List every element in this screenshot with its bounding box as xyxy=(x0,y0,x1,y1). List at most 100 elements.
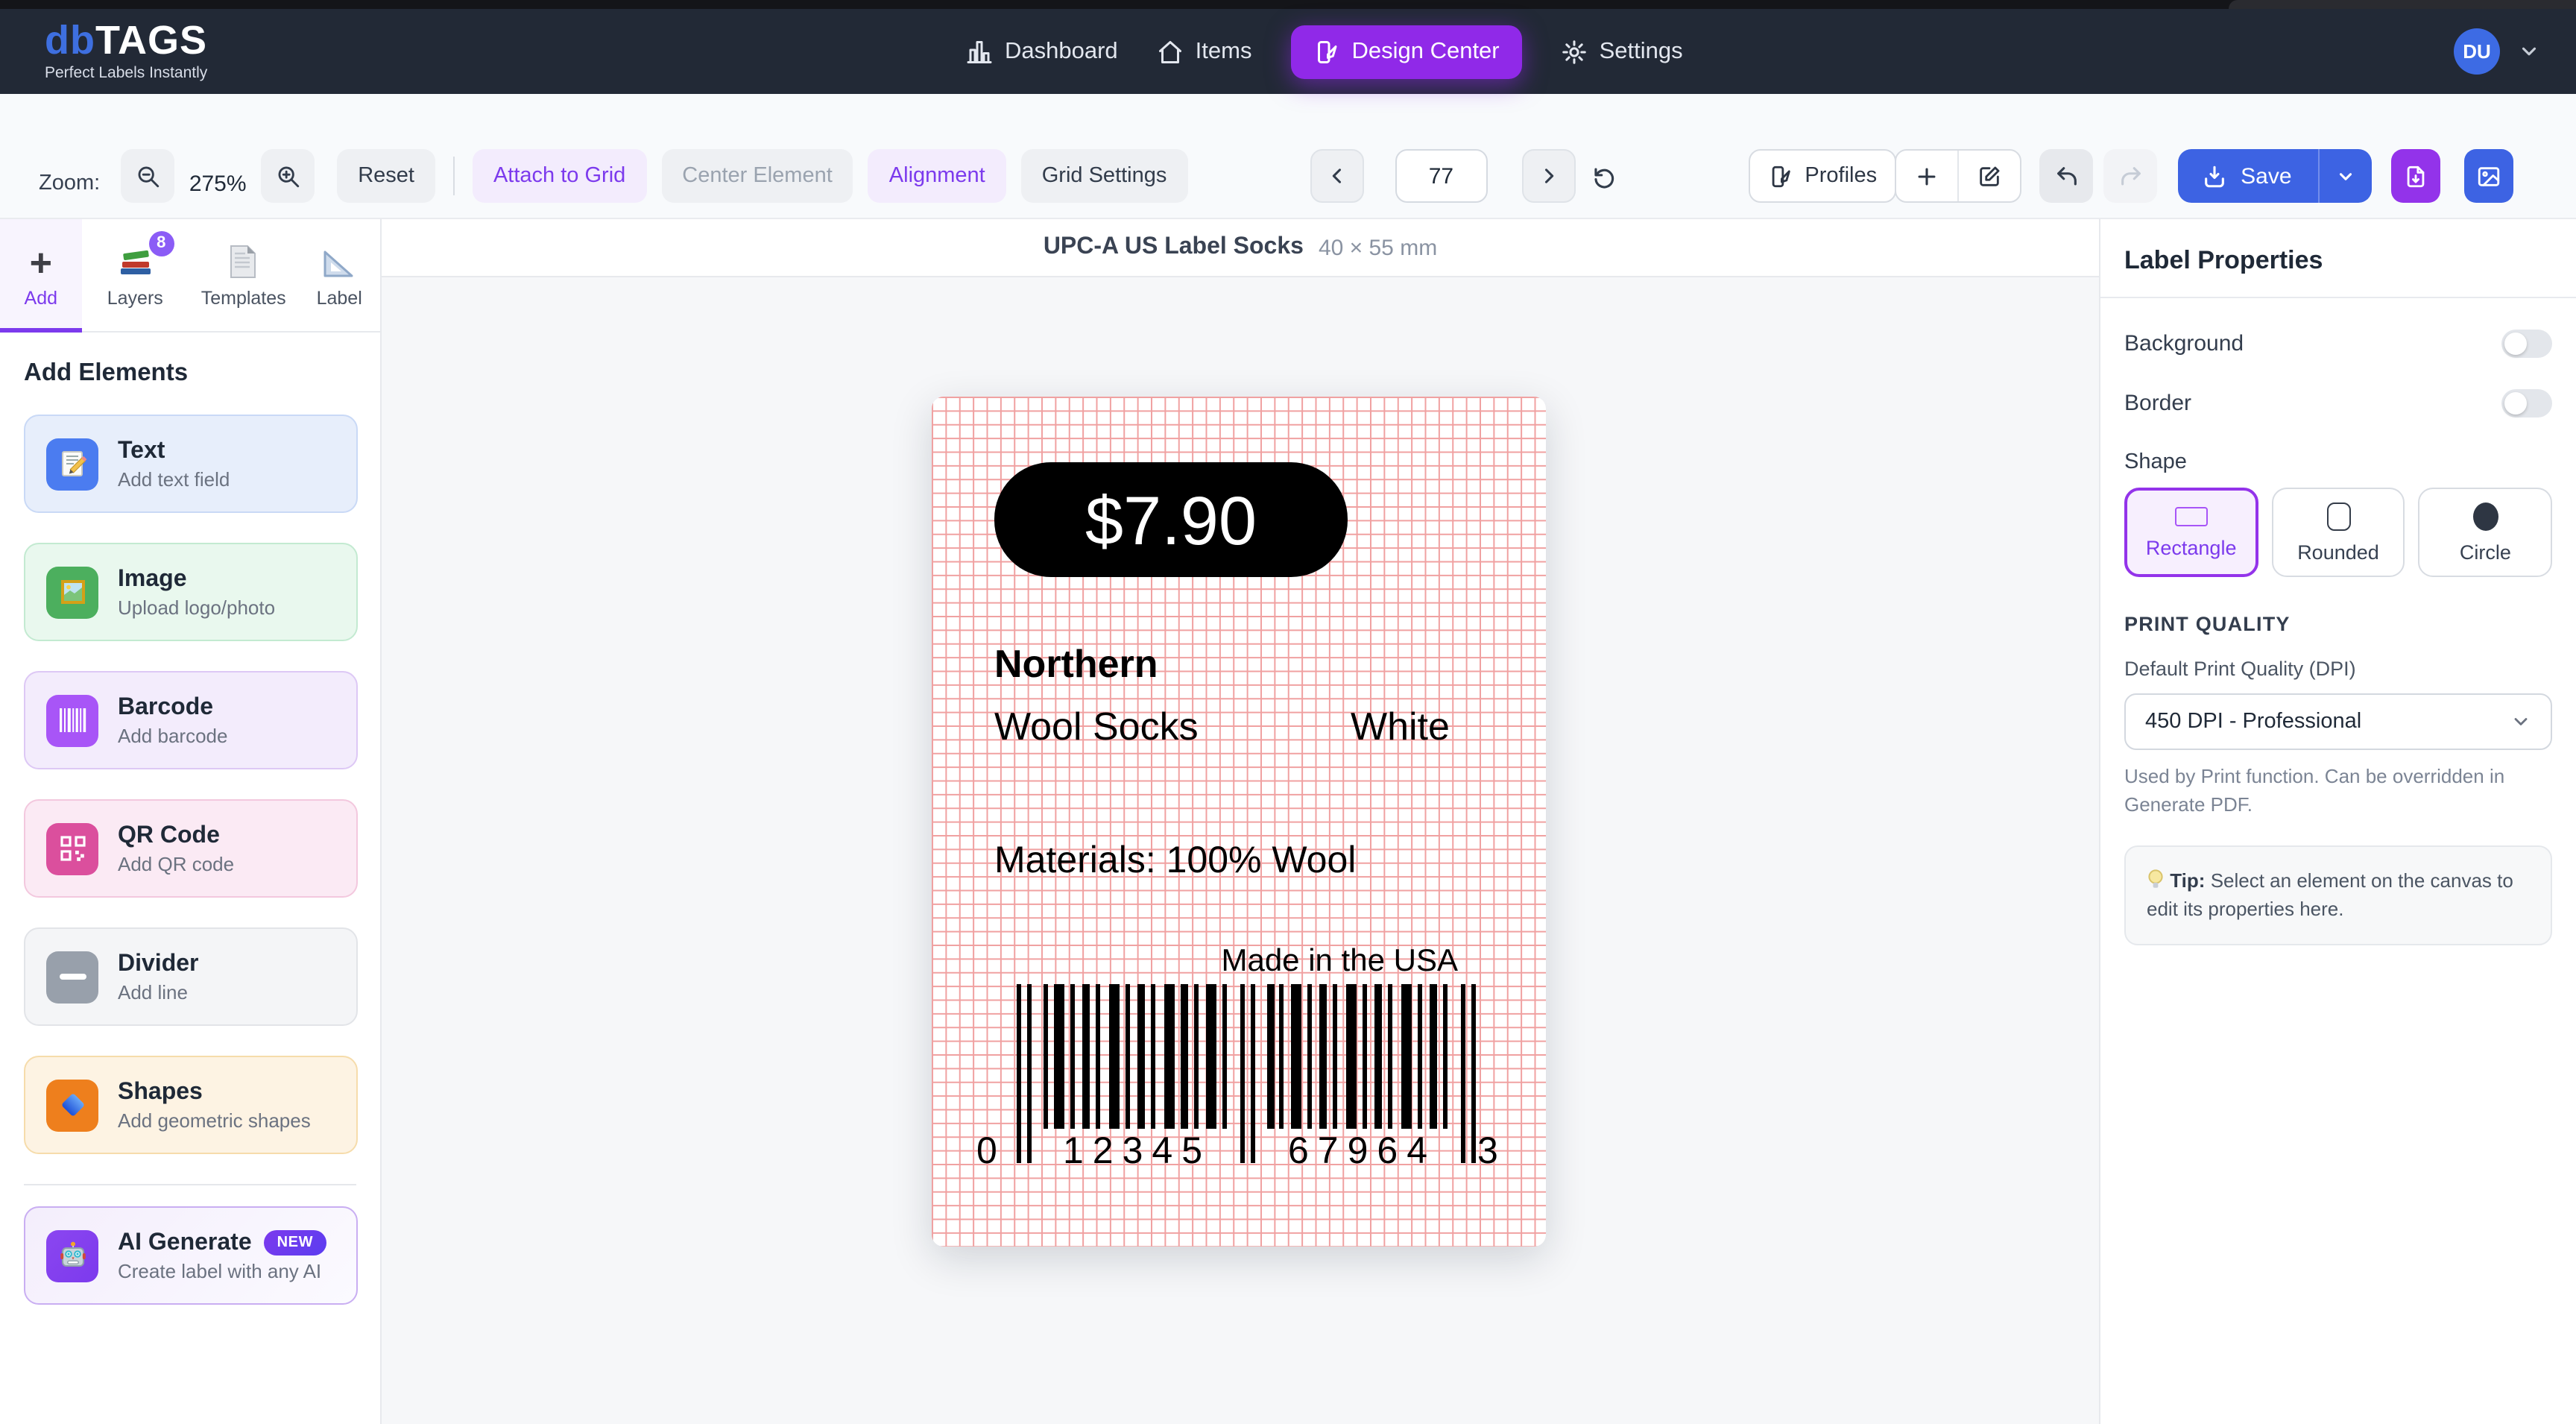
shape-rounded-button[interactable]: Rounded xyxy=(2271,488,2405,577)
new-badge: NEW xyxy=(263,1230,327,1256)
tab-label: Label xyxy=(316,287,362,308)
save-main[interactable]: Save xyxy=(2178,149,2318,203)
dpi-selected-value: 450 DPI - Professional xyxy=(2145,710,2362,734)
nav-item-dashboard[interactable]: Dashboard xyxy=(966,38,1118,65)
barcode-icon xyxy=(46,694,98,746)
tip-label: Tip: xyxy=(2170,869,2206,892)
add-profile-button[interactable] xyxy=(1896,151,1957,201)
add-barcode-card[interactable]: Barcode Add barcode xyxy=(24,671,358,769)
generate-pdf-button[interactable] xyxy=(2391,149,2441,203)
home-icon xyxy=(1157,38,1184,65)
layers-count-badge: 8 xyxy=(148,230,174,256)
brand-tagline: Perfect Labels Instantly xyxy=(45,64,208,83)
border-label: Border xyxy=(2124,391,2192,416)
top-nav: dbTAGS Perfect Labels Instantly Dashboar… xyxy=(0,9,2576,94)
rounded-icon xyxy=(2326,502,2350,530)
tab-label-settings[interactable]: Label xyxy=(298,219,380,331)
editor-toolbar: Zoom: 275% Reset Attach to Grid Center E… xyxy=(0,94,2576,219)
add-shapes-card[interactable]: Shapes Add geometric shapes xyxy=(24,1056,358,1154)
profiles-button[interactable]: Profiles xyxy=(1748,149,1897,203)
tip-text: Select an element on the canvas to edit … xyxy=(2147,869,2513,921)
price-badge-element[interactable]: $7.90 xyxy=(994,462,1348,577)
chevron-down-icon xyxy=(2518,40,2540,63)
tab-label: Layers xyxy=(107,287,163,308)
text-element-product[interactable]: Wool Socks xyxy=(994,704,1199,749)
books-icon xyxy=(117,245,153,278)
dpi-label: Default Print Quality (DPI) xyxy=(2124,658,2356,680)
avatar[interactable]: DU xyxy=(2454,28,2500,75)
save-icon xyxy=(2202,163,2227,189)
save-dropdown-button[interactable] xyxy=(2318,149,2373,203)
robot-icon xyxy=(46,1229,98,1282)
next-page-button[interactable] xyxy=(1521,149,1576,203)
page-number-input[interactable]: 77 xyxy=(1395,149,1488,203)
ai-generate-card[interactable]: AI Generate NEW Create label with any AI xyxy=(24,1206,358,1305)
text-element-color[interactable]: White xyxy=(1351,704,1450,749)
memo-icon xyxy=(46,438,98,490)
profiles-segment[interactable]: Profiles xyxy=(1749,151,1895,201)
upc-barcode-element[interactable] xyxy=(1017,984,1479,1163)
add-text-card[interactable]: Text Add text field xyxy=(24,415,358,513)
rectangle-icon xyxy=(2174,506,2208,526)
tab-label: Add xyxy=(24,287,58,308)
left-sidebar: + Add 8 Layers Templates Label xyxy=(0,219,382,1424)
add-image-card[interactable]: Image Upload logo/photo xyxy=(24,543,358,641)
card-subtitle: Add text field xyxy=(118,467,230,490)
barcode-digits-left: 12345 xyxy=(1063,1130,1212,1172)
zoom-out-button[interactable] xyxy=(121,149,175,203)
card-title: Image xyxy=(118,566,187,591)
framed-picture-icon xyxy=(46,566,98,618)
zoom-label: Zoom: xyxy=(39,171,101,195)
barcode-digit: 0 xyxy=(976,1130,1006,1172)
qr-code-icon xyxy=(46,822,98,875)
export-image-button[interactable] xyxy=(2464,149,2514,203)
tab-add[interactable]: + Add xyxy=(0,219,82,333)
shape-option-label: Rectangle xyxy=(2145,536,2237,558)
attach-to-grid-button[interactable]: Attach to Grid xyxy=(472,149,647,203)
reset-zoom-button[interactable]: Reset xyxy=(337,149,435,203)
profiles-icon xyxy=(1767,163,1793,189)
brand-logo[interactable]: dbTAGS Perfect Labels Instantly xyxy=(45,18,208,83)
user-menu[interactable]: DU xyxy=(2454,9,2540,94)
barcode-digit: 3 xyxy=(1477,1130,1507,1172)
brand-tags: TAGS xyxy=(95,18,207,63)
nav-item-items[interactable]: Items xyxy=(1157,38,1251,65)
text-element-materials[interactable]: Materials: 100% Wool xyxy=(994,839,1357,881)
card-subtitle: Add barcode xyxy=(118,724,228,746)
dpi-select[interactable]: 450 DPI - Professional xyxy=(2124,693,2552,750)
label-design-sheet[interactable]: $7.90 Northern Wool Socks White Material… xyxy=(932,397,1546,1247)
shape-rectangle-button[interactable]: Rectangle xyxy=(2124,488,2258,577)
border-toggle[interactable] xyxy=(2501,389,2552,418)
tab-layers[interactable]: 8 Layers xyxy=(82,219,189,331)
design-canvas-area: UPC-A US Label Socks 40 × 55 mm $7.90 No… xyxy=(382,219,2099,1424)
grid-settings-button[interactable]: Grid Settings xyxy=(1020,149,1188,203)
shape-option-label: Circle xyxy=(2459,541,2511,563)
card-title: Text xyxy=(118,438,165,463)
previous-page-button[interactable] xyxy=(1310,149,1364,203)
text-element-brand[interactable]: Northern xyxy=(994,641,1158,686)
add-divider-card[interactable]: Divider Add line xyxy=(24,927,358,1026)
card-title: QR Code xyxy=(118,822,220,848)
text-element-origin[interactable]: Made in the USA xyxy=(1221,944,1458,978)
canvas-background[interactable]: $7.90 Northern Wool Socks White Material… xyxy=(382,277,2099,1424)
edit-profile-button[interactable] xyxy=(1957,151,2020,201)
zoom-in-button[interactable] xyxy=(261,149,315,203)
nav-label: Design Center xyxy=(1351,38,1500,63)
background-toggle[interactable] xyxy=(2501,330,2552,358)
tab-templates[interactable]: Templates xyxy=(189,219,298,331)
alignment-button[interactable]: Alignment xyxy=(868,149,1006,203)
zoom-value: 275% xyxy=(189,171,247,196)
nav-item-settings[interactable]: Settings xyxy=(1561,38,1683,65)
add-qr-card[interactable]: QR Code Add QR code xyxy=(24,799,358,898)
shape-circle-button[interactable]: Circle xyxy=(2418,488,2553,577)
dpi-helper-text: Used by Print function. Can be overridde… xyxy=(2124,765,2505,816)
card-subtitle: Add geometric shapes xyxy=(118,1109,311,1131)
undo-button[interactable] xyxy=(2039,149,2094,203)
brand-db: db xyxy=(45,18,95,63)
nav-item-design-center[interactable]: Design Center xyxy=(1290,25,1522,78)
profiles-label: Profiles xyxy=(1805,164,1878,188)
reload-page-icon[interactable] xyxy=(1587,149,1623,203)
background-label: Background xyxy=(2124,331,2244,356)
save-button[interactable]: Save xyxy=(2178,149,2373,203)
card-title: Barcode xyxy=(118,694,214,719)
